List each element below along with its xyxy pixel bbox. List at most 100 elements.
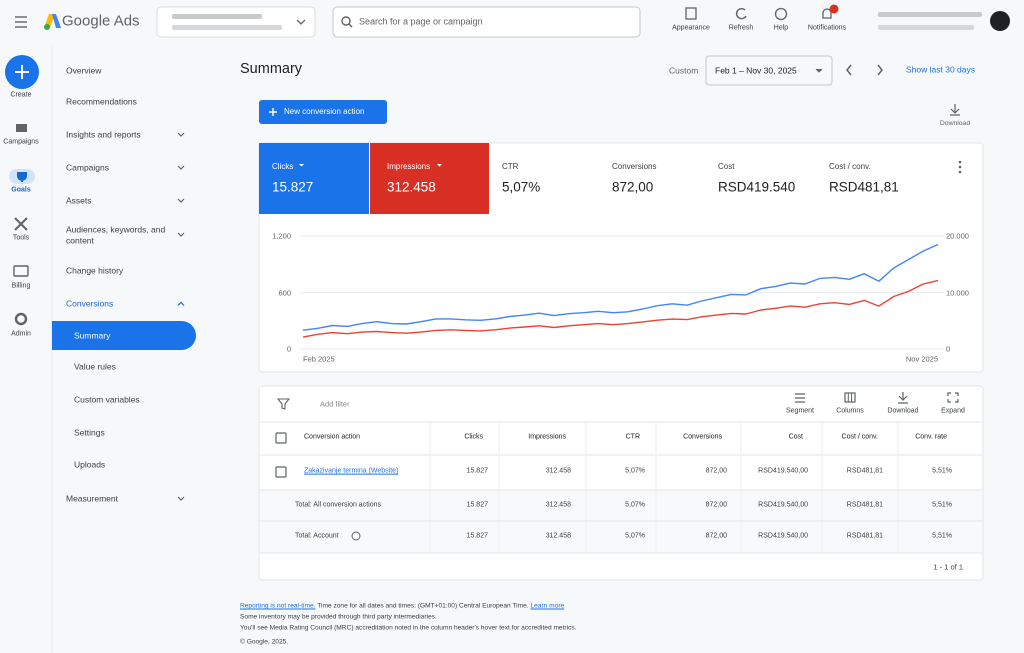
impressions-card[interactable] xyxy=(370,143,489,214)
refresh-icon[interactable] xyxy=(735,7,747,20)
search-placeholder[interactable]: Search for a page or campaign xyxy=(359,16,483,27)
nav-item[interactable]: Recommendations xyxy=(66,96,137,107)
nav-item[interactable]: Settings xyxy=(74,427,105,438)
expand-icon[interactable] xyxy=(947,392,959,403)
nav-item[interactable]: Audiences, keywords, and content xyxy=(66,224,166,245)
campaigns-icon[interactable] xyxy=(16,124,27,132)
help-icon[interactable] xyxy=(351,531,361,541)
toolbar-action[interactable]: Segment xyxy=(785,407,815,415)
filter-icon[interactable] xyxy=(276,398,291,410)
help-icon[interactable] xyxy=(774,7,788,21)
prev-icon[interactable] xyxy=(846,64,852,76)
plus-icon xyxy=(15,65,29,79)
clicks-card[interactable] xyxy=(259,143,369,214)
user-blur xyxy=(878,25,974,30)
download-label[interactable]: Download xyxy=(939,119,971,127)
menu-icon[interactable] xyxy=(15,16,27,28)
column-header[interactable]: Cost xyxy=(788,433,803,441)
y-tick-label: 1.200 xyxy=(272,231,291,241)
checkbox[interactable] xyxy=(275,466,287,478)
cell: 5,07% xyxy=(625,532,645,540)
x-tick-label: Feb 2025 xyxy=(303,354,335,364)
scorecard-label[interactable]: CTR xyxy=(502,162,519,171)
scorecard-label[interactable]: Impressions xyxy=(387,162,431,171)
footer-line: Reporting is not real-time. Time zone fo… xyxy=(240,603,564,610)
columns-icon[interactable] xyxy=(844,392,856,403)
checkbox[interactable] xyxy=(275,432,287,444)
segment-icon[interactable] xyxy=(795,393,805,403)
nav-item[interactable]: Measurement xyxy=(66,493,118,504)
toolbar-action[interactable]: Columns xyxy=(836,407,864,415)
search-icon xyxy=(348,23,353,28)
scorecard-label[interactable]: Clicks xyxy=(272,162,294,171)
date-label: Custom xyxy=(669,65,699,76)
tool-label[interactable]: Help xyxy=(773,24,789,32)
toolbar-action[interactable]: Download xyxy=(887,407,919,415)
footer-link[interactable]: Reporting is not real-time. xyxy=(240,602,316,610)
nav-item[interactable]: Campaigns xyxy=(66,162,109,173)
appearance-icon[interactable] xyxy=(685,7,697,20)
search-box[interactable] xyxy=(332,6,641,38)
tool-label[interactable]: Appearance xyxy=(672,24,710,32)
scorecard-value: 5,07% xyxy=(502,179,541,195)
nav-item[interactable]: Custom variables xyxy=(74,394,140,405)
avatar[interactable] xyxy=(990,11,1010,31)
x-tick-label: Nov 2025 xyxy=(905,354,938,364)
footer-link[interactable]: Learn more xyxy=(530,602,565,610)
nav-item[interactable]: Overview xyxy=(66,65,102,76)
scorecard-label[interactable]: Conversions xyxy=(612,162,657,171)
column-header[interactable]: CTR xyxy=(625,433,640,441)
show-last-link[interactable]: Show last 30 days xyxy=(906,64,975,75)
admin-icon[interactable] xyxy=(14,312,28,326)
billing-icon[interactable] xyxy=(13,265,29,277)
column-header[interactable]: Cost / conv. xyxy=(841,433,878,441)
nav-item[interactable]: Conversions xyxy=(66,298,114,309)
download-icon[interactable] xyxy=(950,104,960,116)
nav-item[interactable]: Value rules xyxy=(74,361,116,372)
next-icon[interactable] xyxy=(877,64,883,76)
conversion-action-link[interactable]: Zakazivanje termina (Website) xyxy=(304,467,399,475)
nav-item[interactable]: Uploads xyxy=(74,459,106,470)
column-header[interactable]: Clicks xyxy=(464,433,483,441)
cell: 5,51% xyxy=(932,532,952,540)
scorecard-value: RSD419.540 xyxy=(718,179,796,195)
column-header[interactable]: Conversions xyxy=(683,433,722,441)
rail-label[interactable]: Goals xyxy=(11,186,31,194)
more-icon[interactable] xyxy=(958,160,962,174)
nav-item[interactable]: Insights and reports xyxy=(66,129,141,140)
nav-selected[interactable] xyxy=(52,321,196,350)
button-label[interactable]: New conversion action xyxy=(284,107,365,116)
account-selector[interactable] xyxy=(156,6,316,38)
new-action-button[interactable] xyxy=(259,100,387,124)
rail-label[interactable]: Campaigns xyxy=(3,138,39,146)
nav-item[interactable]: Assets xyxy=(66,195,92,206)
rail-label[interactable]: Tools xyxy=(12,234,30,242)
nav-item[interactable]: Summary xyxy=(74,330,111,341)
scorecard-label[interactable]: Cost xyxy=(718,162,735,171)
goals-icon xyxy=(17,172,27,182)
rail-label[interactable]: Create xyxy=(10,91,32,99)
column-header[interactable]: Conv. rate xyxy=(915,433,947,441)
nav-item[interactable]: Change history xyxy=(66,265,124,276)
rail-label[interactable]: Billing xyxy=(11,282,31,290)
cell: RSD419.540,00 xyxy=(758,532,808,540)
toolbar-action[interactable]: Expand xyxy=(941,407,965,415)
scorecard-label[interactable]: Cost / conv. xyxy=(829,162,871,171)
chevron-icon xyxy=(177,496,185,501)
tools-icon[interactable] xyxy=(14,217,28,231)
column-header[interactable]: Impressions xyxy=(528,433,566,441)
tool-label[interactable]: Refresh xyxy=(728,24,754,32)
tool-label[interactable]: Notifications xyxy=(807,24,847,32)
cell: 5,51% xyxy=(932,467,952,475)
column-header[interactable]: Conversion action xyxy=(304,433,361,441)
add-filter[interactable]: Add filter xyxy=(320,399,350,409)
y2-tick-label: 20.000 xyxy=(946,231,969,241)
rail-label[interactable]: Admin xyxy=(11,330,31,338)
date-range[interactable]: Feb 1 – Nov 30, 2025 xyxy=(715,65,797,76)
date-picker[interactable] xyxy=(705,55,833,86)
download-icon[interactable] xyxy=(898,392,908,404)
cell: 872,00 xyxy=(705,501,727,509)
bell-icon[interactable] xyxy=(822,8,832,19)
cell: 5,51% xyxy=(932,501,952,509)
